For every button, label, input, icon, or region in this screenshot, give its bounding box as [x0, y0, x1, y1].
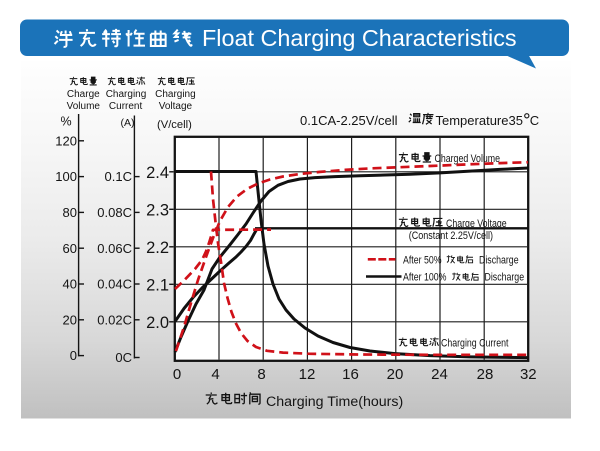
svg-text:2.1: 2.1	[146, 276, 169, 294]
svg-text:Current: Current	[109, 101, 143, 112]
svg-text:0.1CA-2.25V/cell: 0.1CA-2.25V/cell	[300, 113, 398, 128]
svg-text:Temperature35: Temperature35	[436, 113, 523, 128]
svg-text:Charge: Charge	[67, 89, 100, 100]
svg-text:24: 24	[431, 366, 448, 383]
svg-text:After 100%: After 100%	[403, 272, 447, 284]
svg-text:Charge Voltage: Charge Voltage	[446, 218, 507, 230]
svg-text:0.06C: 0.06C	[97, 241, 132, 256]
svg-text:40: 40	[63, 277, 77, 292]
svg-text:2.2: 2.2	[146, 239, 169, 257]
svg-text:Discharge: Discharge	[485, 272, 525, 284]
svg-text:80: 80	[63, 205, 77, 220]
svg-text:Charging: Charging	[155, 89, 196, 100]
svg-text:Charging Time(hours): Charging Time(hours)	[266, 394, 403, 410]
svg-text:0C: 0C	[115, 350, 132, 365]
svg-text:16: 16	[342, 366, 359, 383]
svg-text:0.04C: 0.04C	[97, 277, 132, 292]
svg-text:C: C	[530, 113, 539, 128]
svg-text:Charging: Charging	[106, 89, 147, 100]
svg-text:Charging Current: Charging Current	[441, 337, 509, 349]
svg-text:(Constant 2.25V/cell): (Constant 2.25V/cell)	[409, 230, 493, 242]
svg-text:Charged Volume: Charged Volume	[435, 153, 501, 165]
svg-text:(V/cell): (V/cell)	[157, 119, 192, 131]
svg-text:0.08C: 0.08C	[97, 205, 132, 220]
svg-text:0: 0	[173, 366, 181, 383]
svg-text:20: 20	[63, 312, 77, 327]
svg-text:2.0: 2.0	[146, 314, 169, 332]
svg-text:60: 60	[63, 241, 77, 256]
svg-text:%: %	[61, 115, 72, 129]
svg-text:0.02C: 0.02C	[97, 312, 132, 327]
svg-text:8: 8	[257, 366, 265, 383]
svg-text:(A): (A)	[121, 117, 135, 129]
svg-text:Voltage: Voltage	[159, 101, 193, 112]
svg-text:28: 28	[477, 366, 494, 383]
svg-text:Float Charging Characteristics: Float Charging Characteristics	[202, 25, 517, 51]
svg-text:After 50%: After 50%	[403, 254, 442, 266]
svg-text:12: 12	[299, 366, 316, 383]
svg-text:Discharge: Discharge	[479, 254, 519, 266]
svg-text:2.3: 2.3	[146, 201, 169, 219]
svg-text:100: 100	[55, 169, 77, 184]
svg-text:32: 32	[520, 366, 537, 383]
svg-text:0.1C: 0.1C	[105, 169, 132, 184]
svg-text:20: 20	[387, 366, 404, 383]
svg-text:Volume: Volume	[67, 101, 101, 112]
svg-text:120: 120	[55, 133, 77, 148]
svg-text:0: 0	[70, 348, 77, 363]
svg-text:4: 4	[211, 366, 219, 383]
svg-text:2.4: 2.4	[146, 164, 169, 182]
